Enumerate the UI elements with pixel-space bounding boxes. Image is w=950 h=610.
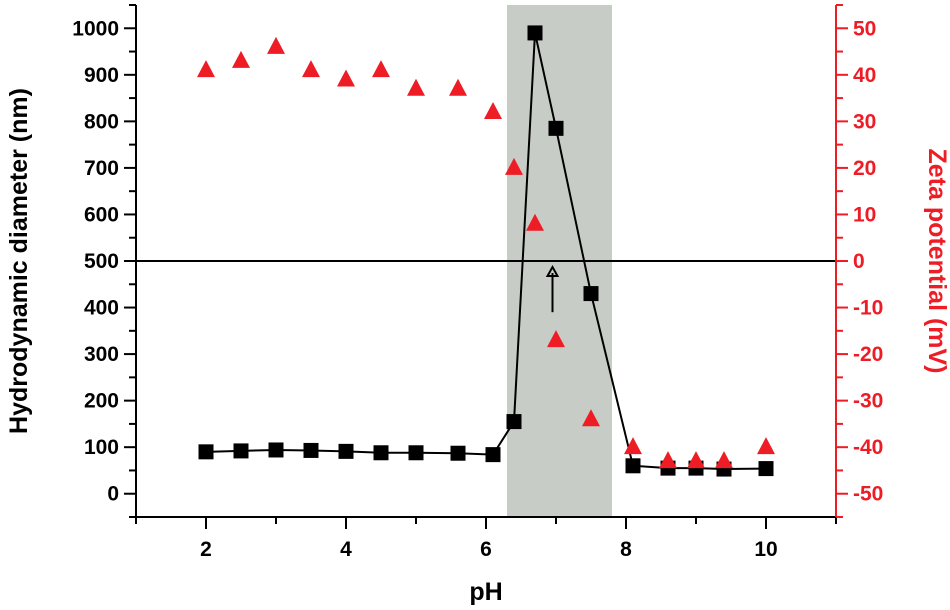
series-line bbox=[205, 32, 767, 471]
y-left-tick-label: 400 bbox=[84, 297, 119, 320]
zeta-point bbox=[659, 451, 677, 469]
zeta-point bbox=[624, 437, 642, 455]
diameter-point bbox=[303, 442, 319, 458]
diameter-point bbox=[527, 25, 543, 41]
series-layer bbox=[197, 25, 775, 477]
diameter-point bbox=[198, 444, 214, 460]
zeta-point bbox=[715, 451, 733, 469]
diameter-point bbox=[548, 120, 564, 136]
arrow-head bbox=[545, 264, 560, 277]
x-axis-label: pH bbox=[469, 578, 502, 606]
y-right-tick-label: 50 bbox=[853, 17, 876, 40]
zeta-point bbox=[407, 78, 425, 96]
y-left-tick-label: 900 bbox=[84, 64, 119, 87]
y-right-tick-label: -40 bbox=[853, 436, 883, 459]
zeta-point bbox=[232, 50, 250, 68]
y-left-tick-label: 600 bbox=[84, 203, 119, 226]
zeta-point bbox=[197, 60, 215, 78]
y-right-tick-label: 0 bbox=[853, 250, 865, 273]
y-right-tick-label: -50 bbox=[853, 483, 883, 506]
axis-labels-layer: pH Hydrodynamic diameter (nm) Zeta poten… bbox=[5, 88, 950, 606]
y-left-tick-label: 0 bbox=[107, 483, 119, 506]
diameter-point bbox=[233, 443, 249, 459]
y-right-tick-label: 20 bbox=[853, 157, 876, 180]
x-tick-label: 2 bbox=[200, 538, 212, 561]
zeta-point bbox=[337, 69, 355, 87]
zeta-point bbox=[757, 437, 775, 455]
zeta-point bbox=[449, 78, 467, 96]
y-right-tick-label: 30 bbox=[853, 110, 876, 133]
diameter-point bbox=[583, 286, 599, 302]
y-left-tick-label: 300 bbox=[84, 343, 119, 366]
diameter-point bbox=[625, 458, 641, 474]
zeta-point bbox=[582, 409, 600, 427]
diameter-point bbox=[338, 443, 354, 459]
y-left-tick-label: 500 bbox=[84, 250, 119, 273]
diameter-point bbox=[450, 445, 466, 461]
zeta-point bbox=[372, 60, 390, 78]
zeta-point bbox=[687, 451, 705, 469]
y-right-tick-label: 40 bbox=[853, 64, 876, 87]
y-right-tick-label: -10 bbox=[853, 297, 883, 320]
y-left-tick-label: 1000 bbox=[72, 17, 119, 40]
diameter-point bbox=[485, 447, 501, 463]
y-left-tick-label: 100 bbox=[84, 436, 119, 459]
zeta-point bbox=[526, 213, 544, 231]
diameter-point bbox=[506, 414, 522, 430]
diameter-point bbox=[408, 445, 424, 461]
y-left-tick-label: 200 bbox=[84, 390, 119, 413]
y-right-tick-label: -30 bbox=[853, 390, 883, 413]
y-left-tick-label: 800 bbox=[84, 110, 119, 133]
axes-layer: 2 4 6 8 1001002003004005006007008009001000-5… bbox=[72, 4, 883, 561]
diameter-point bbox=[758, 461, 774, 477]
x-tick-label: 4 bbox=[340, 538, 352, 561]
y-axis-left-label: Hydrodynamic diameter (nm) bbox=[5, 88, 33, 434]
x-tick-label: 8 bbox=[620, 538, 632, 561]
y-right-tick-label: -20 bbox=[853, 343, 883, 366]
x-tick-label: 6 bbox=[480, 538, 492, 561]
diameter-point bbox=[373, 445, 389, 461]
y-right-tick-label: 10 bbox=[853, 203, 876, 226]
zeta-point bbox=[505, 157, 523, 175]
diameter-point bbox=[268, 442, 284, 458]
y-left-tick-label: 700 bbox=[84, 157, 119, 180]
zeta-point bbox=[302, 60, 320, 78]
y-axis-right-label: Zeta potential (mV) bbox=[923, 148, 950, 373]
zeta-point bbox=[484, 102, 502, 120]
zeta-point bbox=[267, 36, 285, 54]
zeta-point bbox=[547, 330, 565, 348]
x-tick-label: 10 bbox=[754, 538, 777, 561]
